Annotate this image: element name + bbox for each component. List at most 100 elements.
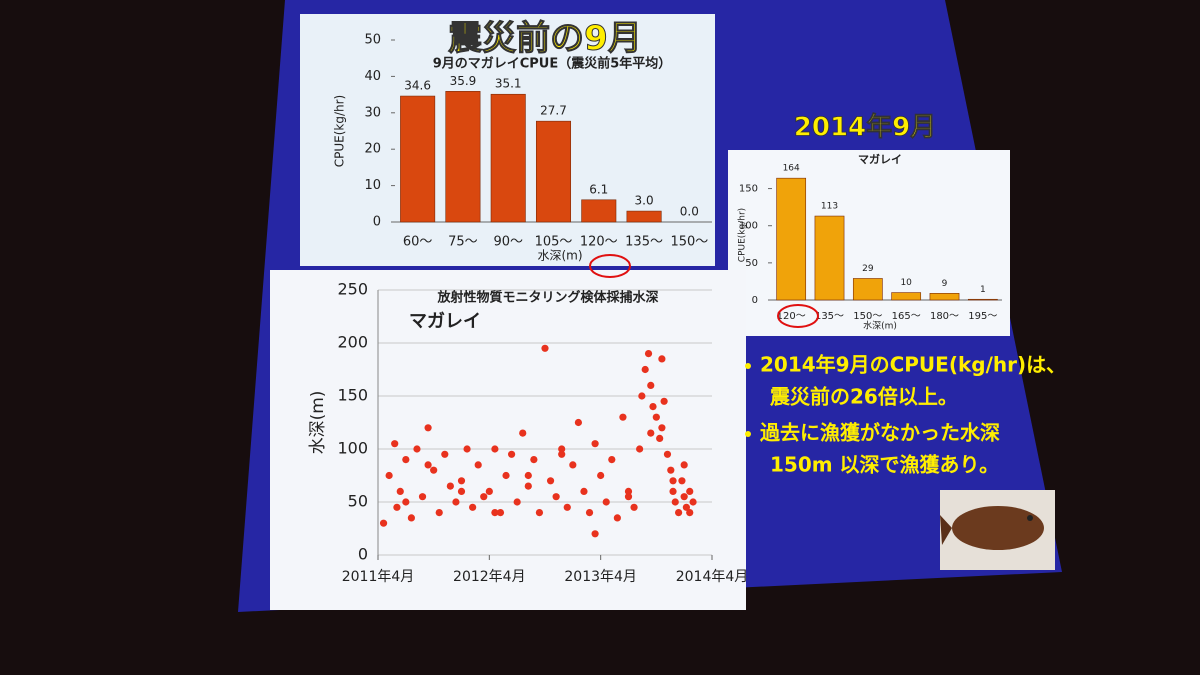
- bar: [929, 293, 960, 301]
- y-tick-label: 50: [364, 33, 381, 48]
- scatter-point: [541, 344, 549, 352]
- scatter-point: [435, 508, 443, 517]
- x-tick-label: 2011年4月: [342, 569, 415, 585]
- x-tick-label: 195～: [968, 311, 997, 322]
- y-tick-label: 150: [337, 386, 368, 405]
- scatter-point: [580, 487, 588, 495]
- scatter-point: [552, 493, 560, 501]
- x-axis-label: 水深(m): [863, 320, 897, 332]
- fish-eye: [1027, 515, 1033, 521]
- x-tick-label: 165～: [892, 311, 921, 322]
- scatter-point: [678, 477, 686, 485]
- scatter-point: [418, 493, 427, 501]
- scatter-point: [689, 498, 697, 506]
- scatter-point: [636, 445, 644, 453]
- bar: [490, 93, 526, 223]
- scatter-point: [602, 498, 610, 506]
- fish-body: [952, 506, 1044, 550]
- scatter-point: [508, 450, 516, 458]
- value-label: 6.1: [589, 182, 608, 196]
- value-label: 35.1: [495, 77, 522, 91]
- highlight-circle: [589, 254, 631, 278]
- y-tick-label: 40: [364, 69, 381, 84]
- y-tick-label: 0: [752, 295, 758, 306]
- scatter-point: [649, 403, 657, 411]
- scatter-point: [519, 429, 527, 437]
- scatter-point: [644, 350, 653, 358]
- value-label: 35.9: [450, 74, 477, 88]
- scatter-point: [591, 440, 599, 448]
- bar: [445, 91, 481, 223]
- scatter-point: [624, 487, 633, 495]
- x-tick-label: 2014年4月: [676, 569, 749, 585]
- bullet-marker: [745, 431, 751, 437]
- scatter-point: [680, 493, 688, 501]
- x-tick-label: 75～: [448, 235, 478, 250]
- y-tick-label: 50: [745, 258, 758, 269]
- bar: [626, 210, 662, 223]
- scatter-point: [402, 456, 410, 464]
- bullet-text: 過去に漁獲がなかった水深: [760, 421, 1000, 445]
- bar: [400, 95, 436, 223]
- y-tick-label: 0: [358, 545, 368, 564]
- y-axis-label: CPUE(kg/hr): [333, 95, 347, 168]
- scatter-point: [430, 466, 438, 474]
- scatter-point: [563, 503, 571, 511]
- scatter-point: [457, 477, 466, 485]
- scatter-point: [669, 477, 677, 485]
- x-tick-label: 90～: [493, 235, 523, 250]
- scatter-point: [474, 461, 482, 469]
- x-axis-label: 水深(m): [537, 249, 582, 263]
- y-tick-label: 20: [364, 142, 381, 157]
- scatter-point: [524, 482, 532, 490]
- scatter-point: [491, 445, 499, 453]
- scatter-point: [624, 493, 633, 501]
- scatter-point: [574, 418, 583, 427]
- scatter-point: [379, 519, 388, 527]
- scatter-point: [402, 498, 410, 506]
- scatter-point: [667, 466, 675, 474]
- scatter-point: [660, 397, 668, 405]
- x-tick-label: 135～: [625, 235, 663, 250]
- x-tick-label: 60～: [403, 235, 433, 250]
- scatter-point: [686, 508, 694, 517]
- chart-title: 放射性物質モニタリング検体採捕水深: [436, 290, 658, 306]
- bullet-text: 震災前の26倍以上。: [770, 385, 958, 409]
- scatter-point: [656, 434, 664, 442]
- scatter-point: [652, 413, 660, 421]
- scatter-point: [513, 498, 521, 506]
- bullet-marker: [745, 363, 751, 369]
- charts: 0102030405034.660～35.975～35.190～27.7105～…: [308, 33, 1002, 585]
- value-label: 1: [980, 285, 986, 295]
- bar: [581, 199, 617, 223]
- scatter-point: [558, 445, 566, 453]
- highlight-circle: [777, 304, 819, 328]
- scatter-point: [608, 456, 616, 464]
- y-tick-label: 0: [373, 215, 381, 230]
- value-label: 34.6: [404, 79, 431, 93]
- scatter-point: [441, 450, 449, 458]
- scatter-point: [597, 471, 605, 480]
- y-tick-label: 30: [364, 105, 381, 120]
- value-label: 0.0: [680, 205, 699, 219]
- scatter-point: [480, 493, 488, 501]
- y-axis-label: CPUE(kg/hr): [738, 208, 748, 262]
- x-tick-label: 120～: [777, 311, 806, 322]
- scatter-point: [396, 487, 404, 495]
- scatter-point: [530, 456, 538, 464]
- scatter-point: [452, 498, 460, 506]
- scatter-point: [658, 355, 666, 363]
- chart-subtitle: マガレイ: [409, 311, 481, 332]
- bullet-list: 2014年9月のCPUE(kg/hr)は、震災前の26倍以上。過去に漁獲がなかっ…: [745, 353, 1066, 477]
- scatter-point: [391, 440, 399, 448]
- scatter-point: [663, 450, 672, 458]
- scatter-point: [385, 471, 393, 480]
- y-tick-label: 150: [739, 184, 758, 195]
- y-tick-label: 250: [337, 280, 368, 299]
- x-tick-label: 120～: [580, 235, 618, 250]
- chart3-panel: [270, 270, 746, 610]
- scatter-point: [393, 503, 401, 511]
- y-axis-label: 水深(m): [308, 391, 328, 455]
- scatter-point: [619, 413, 627, 421]
